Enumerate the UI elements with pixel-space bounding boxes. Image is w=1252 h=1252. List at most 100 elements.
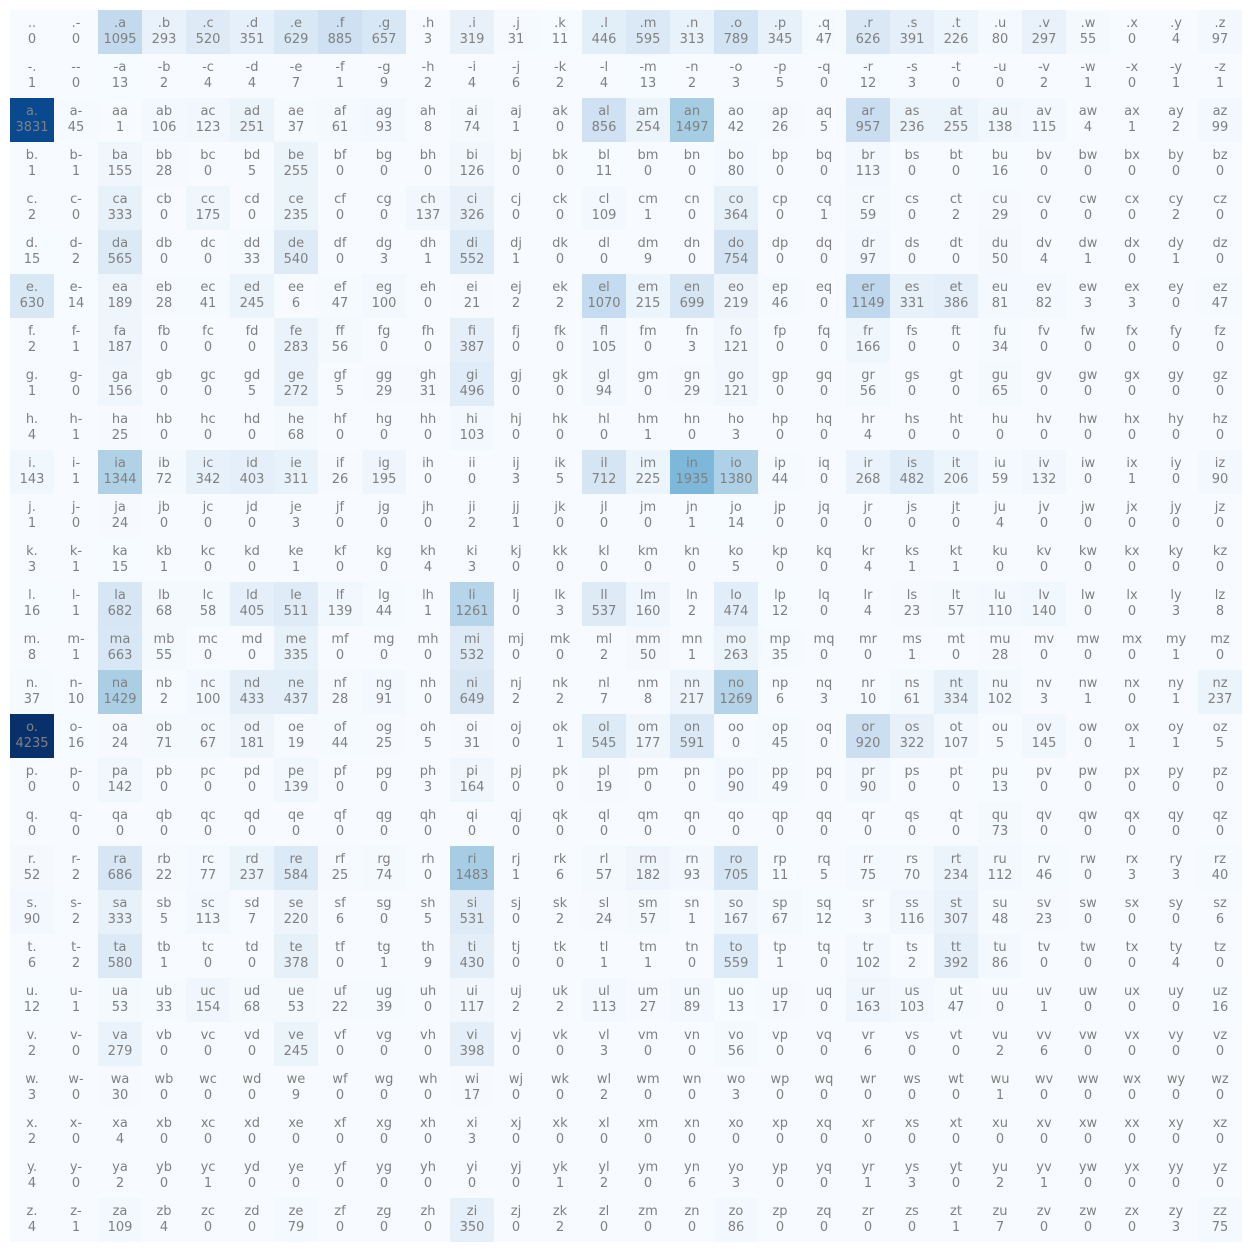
cell-count-label: 2 <box>28 1132 36 1147</box>
cell-bigram-label: vq <box>816 1028 832 1043</box>
cell-bigram-label: yv <box>1036 1160 1052 1175</box>
cell-count-label: 0 <box>1084 340 1092 355</box>
cell-bigram-label: da <box>112 236 128 251</box>
cell-bigram-label: .p <box>774 16 786 31</box>
cell-count-label: 0 <box>1128 1000 1136 1015</box>
cell-count-label: 0 <box>28 32 36 47</box>
cell-bigram-label: ys <box>905 1160 920 1175</box>
cell-bigram-label: ud <box>244 984 261 999</box>
cell-bigram-label: ir <box>864 456 874 471</box>
cell-count-label: 19 <box>288 736 305 751</box>
cell-count-label: 187 <box>108 340 133 355</box>
cell-bigram-label: ow <box>1079 720 1098 735</box>
cell-count-label: 0 <box>820 1220 828 1235</box>
cell-count-label: 44 <box>772 472 789 487</box>
cell-count-label: 0 <box>952 516 960 531</box>
cell-bigram-label: en <box>684 280 700 295</box>
heatmap-cell <box>142 274 186 318</box>
heatmap-cell <box>714 494 758 538</box>
heatmap-cell <box>626 582 670 626</box>
cell-bigram-label: uv <box>1036 984 1052 999</box>
cell-bigram-label: gr <box>861 368 875 383</box>
cell-bigram-label: nr <box>861 676 875 691</box>
cell-bigram-label: wa <box>111 1072 130 1087</box>
heatmap-cell <box>670 230 714 274</box>
heatmap-cell <box>582 98 626 142</box>
cell-bigram-label: .b <box>158 16 170 31</box>
cell-bigram-label: if <box>336 456 345 471</box>
heatmap-cell <box>230 802 274 846</box>
cell-count-label: 0 <box>1084 780 1092 795</box>
cell-count-label: 0 <box>160 428 168 443</box>
heatmap-cell <box>406 274 450 318</box>
cell-count-label: 1 <box>116 120 124 135</box>
cell-count-label: 1 <box>644 428 652 443</box>
cell-bigram-label: li <box>468 588 475 603</box>
cell-bigram-label: -o <box>730 60 743 75</box>
cell-bigram-label: kg <box>376 544 392 559</box>
cell-count-label: 364 <box>724 208 749 223</box>
cell-bigram-label: jy <box>1169 500 1182 515</box>
cell-count-label: 0 <box>952 340 960 355</box>
heatmap-cell <box>450 230 494 274</box>
cell-bigram-label: o- <box>70 720 83 735</box>
cell-count-label: 0 <box>776 1176 784 1191</box>
heatmap-cell <box>1022 54 1066 98</box>
cell-bigram-label: -z <box>1214 60 1226 75</box>
cell-bigram-label: cu <box>992 192 1007 207</box>
heatmap-cell <box>890 758 934 802</box>
cell-bigram-label: xs <box>905 1116 920 1131</box>
cell-count-label: 0 <box>644 1132 652 1147</box>
cell-bigram-label: sq <box>816 896 831 911</box>
cell-bigram-label: zy <box>1169 1204 1184 1219</box>
cell-count-label: 0 <box>1172 1088 1180 1103</box>
cell-bigram-label: ff <box>336 324 346 339</box>
cell-bigram-label: rb <box>157 852 171 867</box>
heatmap-cell <box>802 670 846 714</box>
cell-bigram-label: mf <box>331 632 349 647</box>
cell-bigram-label: tt <box>951 940 961 955</box>
heatmap-cell <box>714 758 758 802</box>
heatmap-cell <box>494 582 538 626</box>
heatmap-cell <box>450 142 494 186</box>
heatmap-cell <box>758 10 802 54</box>
cell-count-label: 0 <box>688 956 696 971</box>
cell-bigram-label: vz <box>1213 1028 1228 1043</box>
cell-count-label: 754 <box>724 252 749 267</box>
cell-bigram-label: so <box>729 896 744 911</box>
cell-count-label: 0 <box>908 516 916 531</box>
cell-bigram-label: kh <box>420 544 436 559</box>
cell-bigram-label: ju <box>993 500 1006 515</box>
cell-count-label: 25 <box>112 428 129 443</box>
cell-count-label: 28 <box>156 164 173 179</box>
cell-bigram-label: ki <box>466 544 477 559</box>
cell-count-label: 13 <box>728 1000 745 1015</box>
cell-bigram-label: xr <box>861 1116 875 1131</box>
cell-count-label: 3 <box>908 76 916 91</box>
heatmap-cell <box>1110 10 1154 54</box>
cell-count-label: 0 <box>424 648 432 663</box>
heatmap-cell <box>802 406 846 450</box>
heatmap-cell <box>1154 362 1198 406</box>
cell-bigram-label: wd <box>243 1072 262 1087</box>
cell-bigram-label: ws <box>903 1072 921 1087</box>
cell-count-label: 3 <box>512 472 520 487</box>
cell-bigram-label: .y <box>1170 16 1182 31</box>
cell-count-label: 311 <box>284 472 309 487</box>
heatmap-cell <box>846 186 890 230</box>
cell-count-label: 2 <box>996 1044 1004 1059</box>
cell-bigram-label: mz <box>1210 632 1230 647</box>
cell-count-label: 4 <box>864 428 872 443</box>
cell-bigram-label: .n <box>686 16 698 31</box>
cell-count-label: 446 <box>592 32 617 47</box>
cell-count-label: 74 <box>464 120 481 135</box>
cell-count-label: 56 <box>860 384 877 399</box>
heatmap-cell <box>10 802 54 846</box>
cell-bigram-label: -c <box>202 60 214 75</box>
cell-bigram-label: vc <box>201 1028 216 1043</box>
cell-bigram-label: sx <box>1125 896 1140 911</box>
heatmap-cell <box>934 802 978 846</box>
cell-count-label: 59 <box>860 208 877 223</box>
cell-count-label: 1 <box>160 560 168 575</box>
cell-count-label: 0 <box>1128 384 1136 399</box>
